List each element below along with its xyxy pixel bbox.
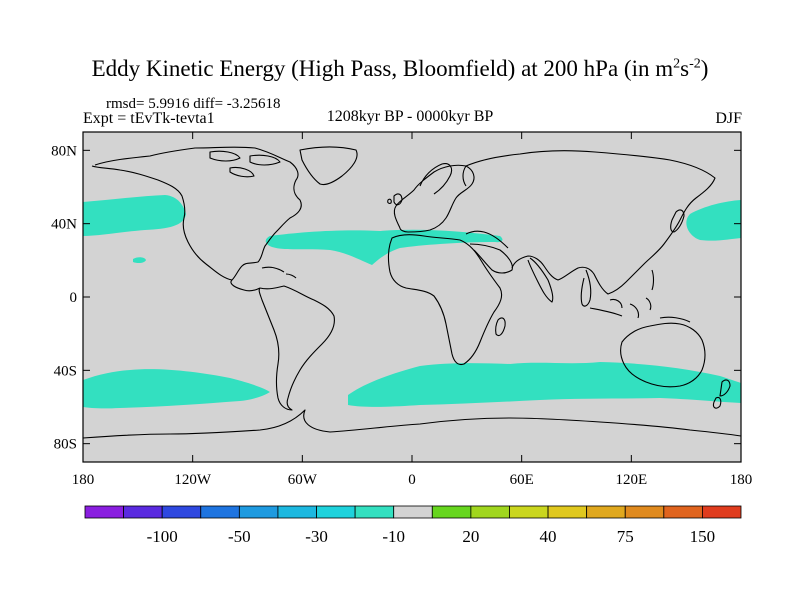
coast-british-isles — [387, 193, 403, 206]
anomaly-south-pacific — [83, 369, 270, 409]
coast-asia — [462, 150, 716, 295]
colorbar-label: -50 — [228, 527, 251, 546]
colorbar-label: -30 — [305, 527, 328, 546]
coast-australia — [620, 322, 706, 388]
colorbar-swatch — [586, 505, 626, 519]
lon-tick-label: 120E — [615, 472, 647, 488]
coast-caribbean — [261, 266, 297, 279]
coast-new-zealand — [712, 379, 731, 409]
lon-tick-label: 60W — [288, 472, 318, 488]
plot-title: Eddy Kinetic Energy (High Pass, Bloomfie… — [91, 56, 709, 81]
coast-indonesia — [589, 269, 691, 323]
anomaly-north-pacific-west — [686, 200, 741, 241]
colorbar-swatch — [354, 505, 395, 519]
coast-arabia — [469, 243, 513, 274]
colorbar-swatch — [509, 505, 549, 519]
lon-tick-label: 180 — [730, 472, 753, 488]
lat-tick-label: 40N — [51, 217, 77, 233]
coast-europe — [393, 164, 475, 233]
colorbar-swatch — [277, 505, 317, 519]
anomaly-southern-indian-ocean — [348, 362, 741, 407]
colorbar-label: 150 — [690, 527, 716, 546]
colorbar-swatch — [624, 505, 665, 519]
colorbar-swatch — [316, 505, 356, 519]
coast-madagascar — [495, 317, 506, 337]
period-label: 1208kyr BP - 0000kyr BP — [326, 108, 494, 125]
colorbar-swatch — [393, 505, 433, 519]
coast-japan — [670, 209, 685, 233]
colorbar-label: -100 — [147, 527, 178, 546]
coast-africa — [387, 234, 503, 366]
colorbar-label: 75 — [617, 527, 634, 546]
coast-arctic-islands — [209, 150, 281, 178]
anomaly-small-pacific-spot — [133, 257, 146, 264]
coast-scandinavia — [419, 163, 453, 195]
colorbar-swatch — [123, 505, 163, 519]
colorbar-swatch — [547, 505, 588, 519]
lat-tick-label: 40S — [54, 363, 77, 379]
colorbar-swatch — [238, 505, 279, 519]
colorbar-swatch — [84, 505, 124, 519]
colorbar-swatch — [702, 505, 742, 519]
season-label: DJF — [715, 110, 742, 127]
anomaly-north-pacific-east — [83, 195, 186, 236]
colorbar-label: -10 — [382, 527, 405, 546]
coast-antarctica — [83, 409, 741, 439]
map-axis-ticks: 180 120W 60W 0 60E 120E 180 80N 40N 0 40S 80S — [51, 132, 752, 488]
lat-tick-label: 80N — [51, 143, 77, 159]
colorbar-label: 40 — [540, 527, 557, 546]
coast-southeast-asia — [580, 269, 592, 307]
lat-tick-label: 0 — [70, 290, 78, 306]
stats-text: rmsd= 5.9916 diff= -3.25618 — [106, 96, 281, 112]
map-background — [83, 132, 741, 462]
colorbar-swatch — [431, 505, 472, 519]
anomaly-regions — [83, 195, 741, 409]
coastlines — [83, 146, 741, 439]
colorbar: -100 -50 -30 -10 20 40 75 150 — [84, 505, 742, 546]
colorbar-label: 20 — [462, 527, 479, 546]
colorbar-swatch — [663, 505, 703, 519]
coast-india — [527, 257, 554, 303]
coast-north-america — [91, 146, 302, 292]
colorbar-swatch — [470, 505, 510, 519]
lat-tick-label: 80S — [54, 437, 77, 453]
colorbar-swatch — [200, 505, 240, 519]
lon-tick-label: 120W — [174, 472, 212, 488]
coast-south-america — [258, 285, 335, 411]
colorbar-swatch — [161, 505, 202, 519]
coast-greenland — [299, 146, 358, 186]
lon-tick-label: 0 — [408, 472, 416, 488]
lon-tick-label: 180 — [72, 472, 95, 488]
experiment-label: Expt = tEvTk-tevta1 — [83, 110, 215, 127]
lon-tick-label: 60E — [510, 472, 534, 488]
